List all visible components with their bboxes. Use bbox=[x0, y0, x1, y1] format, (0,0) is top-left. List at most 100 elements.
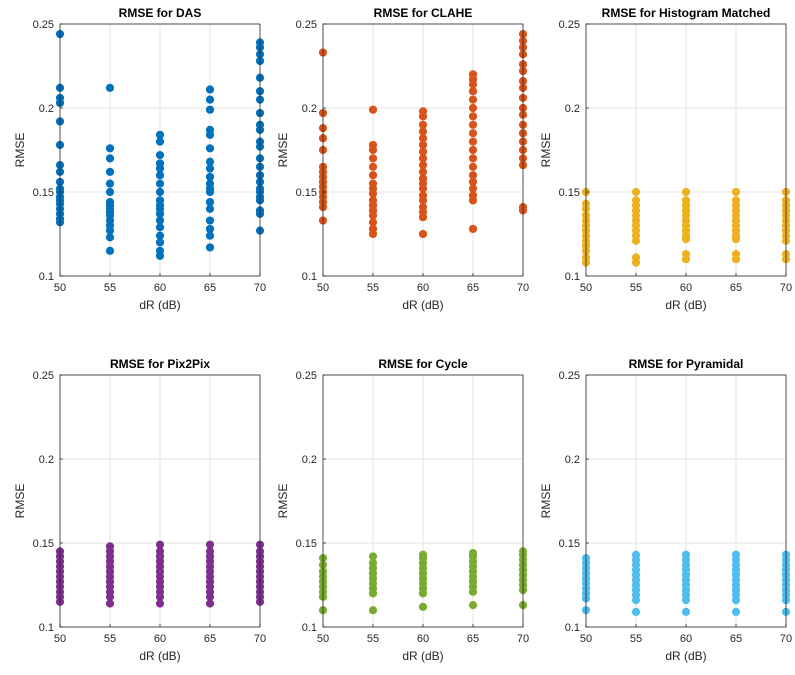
x-tick-label: 65 bbox=[730, 282, 742, 294]
data-point bbox=[418, 112, 428, 121]
series-dR-55 bbox=[631, 550, 641, 616]
y-tick-label: 0.25 bbox=[33, 370, 54, 382]
data-point bbox=[205, 197, 215, 207]
data-point bbox=[205, 95, 215, 104]
y-tick-label: 0.25 bbox=[33, 19, 54, 31]
data-point bbox=[155, 179, 165, 188]
data-point bbox=[468, 177, 478, 187]
x-tick-label: 50 bbox=[580, 633, 592, 645]
data-point bbox=[368, 154, 378, 163]
series-dR-65 bbox=[205, 540, 215, 608]
data-point bbox=[155, 171, 165, 180]
data-point bbox=[155, 164, 165, 173]
chart-title: RMSE for Pyramidal bbox=[629, 357, 744, 371]
data-point bbox=[731, 607, 741, 616]
data-point bbox=[155, 150, 165, 160]
data-point bbox=[105, 83, 115, 92]
y-tick-label: 0.15 bbox=[296, 538, 317, 550]
data-point bbox=[731, 187, 741, 197]
data-point bbox=[368, 145, 378, 155]
y-tick-label: 0.15 bbox=[296, 187, 317, 199]
data-point bbox=[731, 596, 741, 605]
data-point bbox=[155, 599, 165, 608]
data-point bbox=[105, 167, 115, 176]
data-point bbox=[205, 204, 215, 213]
data-point bbox=[418, 184, 428, 193]
series-dR-60 bbox=[418, 550, 428, 611]
data-point bbox=[468, 587, 478, 596]
data-point bbox=[205, 231, 215, 240]
series-dR-60 bbox=[155, 130, 165, 260]
data-point bbox=[468, 154, 478, 163]
series-dR-65 bbox=[731, 550, 741, 616]
chart-title: RMSE for DAS bbox=[119, 6, 202, 20]
data-point bbox=[418, 140, 428, 150]
data-point bbox=[205, 130, 215, 139]
y-tick-label: 0.25 bbox=[296, 370, 317, 382]
subplot-4: 50 55 60 65 70 0.1 0.15 0.2 0.25 RMSE for Pix2Pix… bbox=[13, 357, 266, 663]
data-point bbox=[418, 120, 428, 129]
data-point bbox=[681, 234, 691, 244]
data-point bbox=[418, 229, 428, 239]
subplot-5: 50 55 60 65 70 0.1 0.15 0.2 0.25 RMSE for Cycle dR… bbox=[276, 357, 529, 663]
x-tick-label: 55 bbox=[630, 282, 642, 294]
data-point bbox=[681, 187, 691, 197]
y-tick-label: 0.2 bbox=[565, 103, 580, 115]
subplot-6: 50 55 60 65 70 0.1 0.15 0.2 0.25 RMSE for Pyramid… bbox=[539, 357, 792, 663]
data-point bbox=[681, 607, 691, 616]
x-tick-label: 70 bbox=[517, 633, 529, 645]
y-axis-label: RMSE bbox=[539, 133, 553, 168]
series-dR-65 bbox=[731, 187, 741, 264]
x-tick-label: 50 bbox=[580, 282, 592, 294]
data-point bbox=[368, 229, 378, 239]
data-point bbox=[155, 216, 165, 225]
x-tick-label: 55 bbox=[104, 633, 116, 645]
x-tick-label: 60 bbox=[417, 282, 429, 294]
x-axis-label: dR (dB) bbox=[402, 649, 443, 663]
data-point bbox=[368, 189, 378, 198]
data-point bbox=[468, 80, 478, 89]
data-point bbox=[681, 255, 691, 264]
data-point bbox=[205, 144, 215, 153]
series-dR-55 bbox=[368, 552, 378, 615]
data-point bbox=[418, 602, 428, 611]
x-tick-label: 70 bbox=[254, 633, 266, 645]
data-point bbox=[205, 187, 215, 197]
x-tick-label: 50 bbox=[54, 282, 66, 294]
y-tick-label: 0.2 bbox=[565, 454, 580, 466]
data-point bbox=[205, 216, 215, 225]
y-tick-label: 0.1 bbox=[565, 271, 580, 283]
data-point bbox=[631, 236, 641, 245]
series-dR-55 bbox=[105, 83, 115, 255]
data-point bbox=[155, 130, 165, 139]
data-point bbox=[468, 112, 478, 121]
x-tick-label: 55 bbox=[630, 633, 642, 645]
x-tick-label: 50 bbox=[54, 633, 66, 645]
data-point bbox=[155, 223, 165, 232]
data-point bbox=[368, 552, 378, 561]
x-axis-label: dR (dB) bbox=[139, 649, 180, 663]
y-tick-label: 0.25 bbox=[559, 370, 580, 382]
data-point bbox=[368, 171, 378, 180]
data-point bbox=[368, 105, 378, 114]
subplot-1: 50 55 60 65 70 0.1 0.15 0.2 0.25 RMSE for DAS dR (… bbox=[13, 6, 266, 312]
data-point bbox=[418, 167, 428, 176]
data-point bbox=[105, 599, 115, 608]
y-tick-label: 0.1 bbox=[302, 622, 317, 634]
data-point bbox=[105, 144, 115, 153]
data-point bbox=[155, 209, 165, 218]
x-tick-label: 70 bbox=[780, 633, 792, 645]
subplot-3: 50 55 60 65 70 0.1 0.15 0.2 0.25 RMSE for Histogr… bbox=[539, 6, 792, 312]
data-point bbox=[368, 589, 378, 598]
y-tick-label: 0.1 bbox=[565, 622, 580, 634]
y-tick-label: 0.15 bbox=[559, 538, 580, 550]
x-axis-label: dR (dB) bbox=[139, 298, 180, 312]
chart-title: RMSE for Pix2Pix bbox=[110, 357, 210, 371]
data-point bbox=[205, 540, 215, 549]
data-point bbox=[418, 213, 428, 222]
y-tick-label: 0.2 bbox=[39, 103, 54, 115]
series-dR-55 bbox=[105, 542, 115, 608]
data-point bbox=[105, 187, 115, 197]
data-point bbox=[631, 596, 641, 605]
x-axis-label: dR (dB) bbox=[402, 298, 443, 312]
